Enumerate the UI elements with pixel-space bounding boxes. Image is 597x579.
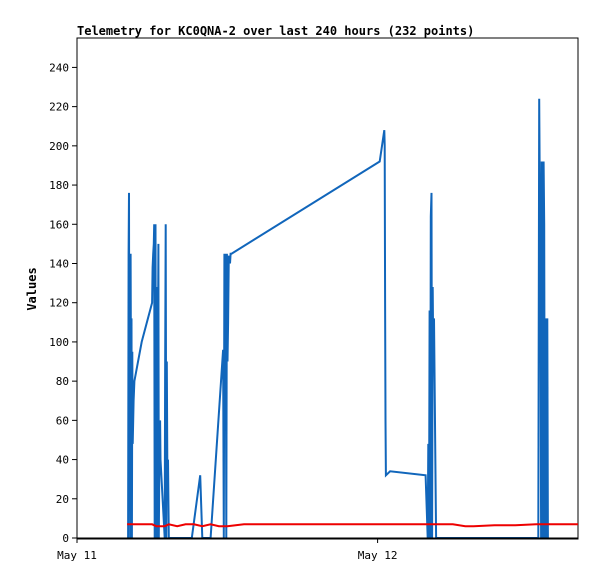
y-tick-label: 200 [49,140,69,153]
y-tick-label: 0 [62,532,69,545]
y-tick-label: 100 [49,336,69,349]
chart-title: Telemetry for KC0QNA-2 over last 240 hou… [77,24,474,38]
y-tick-label: 60 [56,414,69,427]
x-axis-ticks: May 11 May 12 [57,538,397,562]
y-tick-label: 80 [56,375,69,388]
x-tick-label: May 12 [358,549,398,562]
y-tick-label: 180 [49,179,69,192]
y-tick-label: 160 [49,218,69,231]
series-line-1 [127,98,549,539]
y-tick-label: 120 [49,297,69,310]
y-tick-label: 240 [49,61,69,74]
y-tick-label: 220 [49,101,69,114]
y-tick-label: 20 [56,493,69,506]
series-line-2 [127,523,578,528]
y-axis-label: Values [25,267,39,310]
x-tick-label: May 11 [57,549,97,562]
y-tick-label: 40 [56,454,69,467]
y-tick-label: 140 [49,257,69,270]
y-axis-ticks: 0 20 40 60 80 100 120 140 160 180 200 220 240 [49,61,77,545]
series-layer [127,98,578,539]
